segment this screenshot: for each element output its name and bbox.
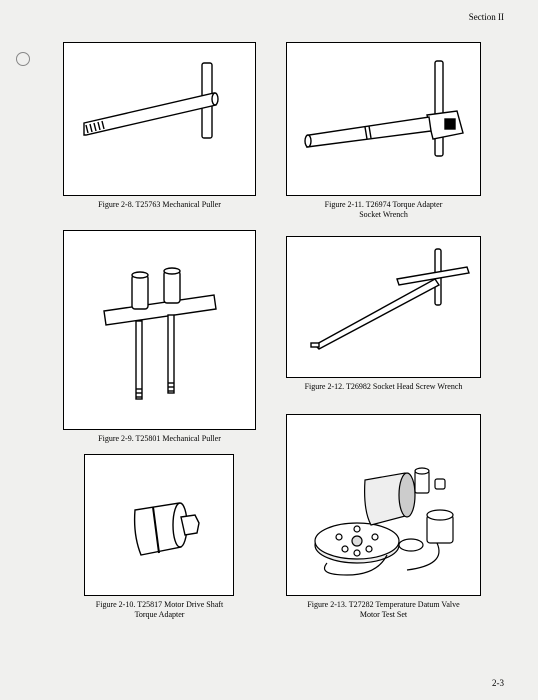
caption-line: Figure 2-8. T25763 Mechanical Puller [98, 200, 221, 209]
figure-2-9 [63, 230, 256, 430]
page: Section II Figure 2-8. T25763 Mechanical… [24, 12, 514, 688]
socket-head-wrench-icon [287, 237, 482, 379]
caption-line: Torque Adapter [135, 610, 185, 619]
page-number: 2-3 [492, 678, 504, 688]
mechanical-puller-icon [64, 43, 257, 197]
caption-line: Figure 2-10. T25817 Motor Drive Shaft [96, 600, 223, 609]
figure-2-10 [84, 454, 234, 596]
figure-2-8 [63, 42, 256, 196]
binder-hole [16, 52, 30, 66]
figure-2-9-caption: Figure 2-9. T25801 Mechanical Puller [63, 434, 256, 444]
torque-adapter-icon [85, 455, 235, 597]
caption-line: Figure 2-9. T25801 Mechanical Puller [98, 434, 221, 443]
figure-2-13-caption: Figure 2-13. T27282 Temperature Datum Va… [286, 600, 481, 620]
caption-line: Figure 2-11. T26974 Torque Adapter [325, 200, 443, 209]
figure-2-12-caption: Figure 2-12. T26982 Socket Head Screw Wr… [286, 382, 481, 392]
caption-line: Socket Wrench [359, 210, 408, 219]
torque-adapter-wrench-icon [287, 43, 482, 197]
mechanical-puller-2-icon [64, 231, 257, 431]
figure-2-11 [286, 42, 481, 196]
figure-2-13 [286, 414, 481, 596]
figure-2-8-caption: Figure 2-8. T25763 Mechanical Puller [63, 200, 256, 210]
figure-2-10-caption: Figure 2-10. T25817 Motor Drive Shaft To… [63, 600, 256, 620]
motor-test-set-icon [287, 415, 482, 597]
section-header: Section II [469, 12, 504, 22]
figure-2-11-caption: Figure 2-11. T26974 Torque Adapter Socke… [286, 200, 481, 220]
figure-2-12 [286, 236, 481, 378]
caption-line: Figure 2-13. T27282 Temperature Datum Va… [307, 600, 459, 609]
caption-line: Motor Test Set [360, 610, 407, 619]
caption-line: Figure 2-12. T26982 Socket Head Screw Wr… [305, 382, 463, 391]
